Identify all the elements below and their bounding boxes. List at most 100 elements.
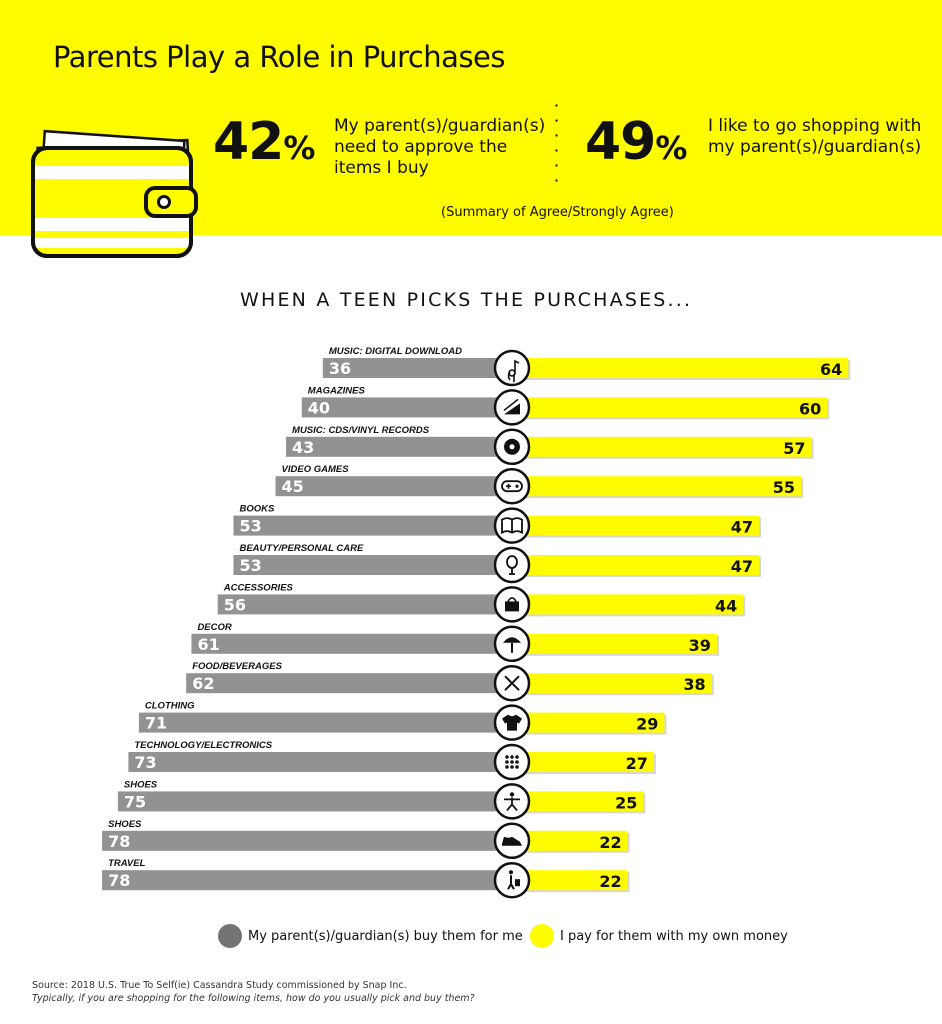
stat-approve-percent: 42% <box>213 112 315 172</box>
value-own-1: 60 <box>799 399 821 418</box>
value-parent-4: 53 <box>239 517 261 536</box>
icon-stroke <box>514 359 520 373</box>
bar-own-13 <box>512 870 628 891</box>
icon-stroke <box>504 675 520 691</box>
category-label-4: BOOKS <box>239 504 274 515</box>
bar-own-4 <box>512 515 759 536</box>
icon-fill <box>509 870 513 875</box>
icon-stroke <box>509 568 515 575</box>
icon-fill <box>505 601 519 612</box>
value-parent-7: 61 <box>197 635 219 654</box>
bar-parent-13 <box>102 870 513 891</box>
bar-parent-8 <box>186 673 512 694</box>
fork-knife-icon <box>493 664 531 702</box>
icon-fill <box>515 765 519 769</box>
icon-fill <box>505 765 509 769</box>
value-own-7: 39 <box>689 636 711 655</box>
vinyl-record-icon <box>493 428 531 466</box>
icon-fill <box>515 484 519 488</box>
value-parent-3: 45 <box>282 477 304 496</box>
icon-fill <box>515 760 519 764</box>
icon-stroke <box>507 875 515 890</box>
category-label-10: TECHNOLOGY/ELECTRONICS <box>134 740 272 751</box>
category-label-11: SHOES <box>124 779 158 790</box>
value-own-5: 47 <box>731 557 753 576</box>
icon-circle <box>493 349 531 387</box>
magazine-icon <box>493 389 531 426</box>
stat-divider <box>555 98 558 190</box>
icon-circle <box>493 389 531 426</box>
value-parent-2: 43 <box>292 438 314 457</box>
chart-area: 36 64 MUSIC: DIGITAL DOWNLOAD 40 60 MAGAZINES… <box>102 346 851 899</box>
icon-fill <box>505 760 509 764</box>
stat-shopping-percent: 49% <box>585 112 687 172</box>
icon-fill <box>505 755 509 759</box>
category-label-3: VIDEO GAMES <box>282 464 350 475</box>
icon-fill <box>502 836 522 846</box>
category-label-6: ACCESSORIES <box>223 582 294 593</box>
bar-parent-2 <box>286 436 512 457</box>
bar-own-6 <box>512 594 744 615</box>
category-label-1: MAGAZINES <box>308 385 366 396</box>
icon-circle <box>493 546 531 584</box>
bar-own-3 <box>512 476 802 497</box>
bar-parent-7 <box>191 633 512 654</box>
value-own-12: 22 <box>599 833 621 852</box>
bar-parent-4 <box>233 515 513 536</box>
icon-fill <box>503 637 521 643</box>
icon-stroke <box>501 480 523 493</box>
handbag-icon <box>493 586 531 623</box>
value-parent-9: 71 <box>145 714 167 733</box>
book-icon <box>493 507 531 544</box>
icon-fill <box>509 792 515 797</box>
fitness-figure-icon <box>493 783 531 820</box>
icon-stroke <box>506 483 511 489</box>
source-note: Source: 2018 U.S. True To Self(ie) Cassa… <box>32 980 475 1004</box>
category-label-7: DECOR <box>197 622 231 633</box>
category-label-5: BEAUTY/PERSONAL CARE <box>239 543 364 554</box>
bar-own-8 <box>512 673 712 694</box>
chart-title: WHEN A TEEN PICKS THE PURCHASES... <box>240 289 693 311</box>
bar-own-10 <box>512 752 654 772</box>
value-own-9: 29 <box>636 715 658 734</box>
summary-note: (Summary of Agree/Strongly Agree) <box>441 205 674 220</box>
icon-fill <box>515 879 520 887</box>
game-controller-icon <box>493 467 531 505</box>
icon-stroke <box>501 517 523 535</box>
icon-stroke <box>504 797 520 811</box>
shirt-icon <box>493 704 531 741</box>
icon-stroke <box>507 597 517 602</box>
icon-fill <box>510 755 514 759</box>
category-label-9: CLOTHING <box>145 701 195 712</box>
value-parent-10: 73 <box>134 753 156 772</box>
bar-own-1 <box>512 397 828 418</box>
icon-fill <box>510 760 514 764</box>
bar-own-7 <box>512 633 717 654</box>
value-own-0: 64 <box>820 360 842 379</box>
sneaker-icon <box>493 822 531 860</box>
traveler-icon <box>493 861 531 899</box>
bar-own-0 <box>512 358 849 378</box>
bar-own-12 <box>512 830 628 851</box>
value-parent-1: 40 <box>308 398 330 417</box>
value-own-10: 27 <box>626 754 648 773</box>
icon-circle <box>493 467 531 505</box>
bar-parent-6 <box>217 594 512 615</box>
bar-parent-5 <box>233 555 513 575</box>
category-label-2: MUSIC: CDS/VINYL RECORDS <box>292 425 430 436</box>
music-note-icon <box>493 349 531 387</box>
bar-parent-1 <box>301 397 512 418</box>
icon-fill <box>502 714 522 731</box>
bar-own-5 <box>512 555 759 575</box>
bar-own-2 <box>512 436 812 457</box>
value-own-11: 25 <box>615 793 637 812</box>
bar-parent-12 <box>102 830 513 851</box>
value-parent-8: 62 <box>192 674 214 693</box>
bar-parent-10 <box>128 752 512 772</box>
category-label-13: TRAVEL <box>108 858 145 869</box>
value-own-8: 38 <box>683 675 705 694</box>
electronics-icon <box>493 743 531 781</box>
value-parent-13: 78 <box>108 871 130 890</box>
stat-approve-text: My parent(s)/guardian(s) need to approve… <box>334 116 546 178</box>
value-own-13: 22 <box>599 872 621 891</box>
